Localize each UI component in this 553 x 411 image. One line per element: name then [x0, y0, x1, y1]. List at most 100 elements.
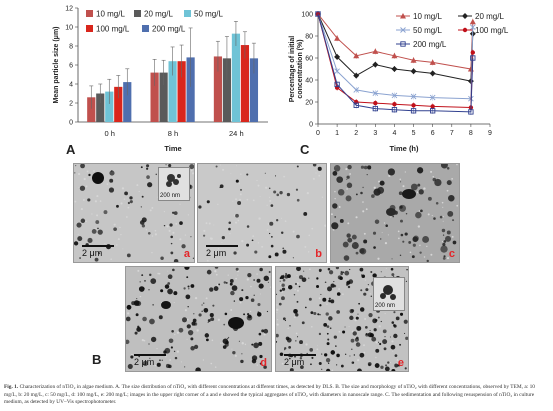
series-line [317, 13, 474, 113]
scale-bar: 2 μm [82, 245, 114, 258]
bar-chart-svg: 0 2 4 6 8 10 12 Mean particle size (μm) Time 0 h 8… [53, 6, 268, 153]
figure-caption: Fig. 1. Characterization of nTiO₂ in alg… [4, 384, 549, 407]
panel-b-letter: B [92, 352, 102, 367]
data-point [469, 18, 476, 25]
y-tick-label: 100 [301, 12, 313, 19]
y-axis-label: Percentage of initialconcentration (%) [289, 36, 304, 103]
y-tick-label: 6 [69, 63, 73, 70]
data-point [400, 41, 406, 47]
legend-label: 10 mg/L [413, 12, 442, 21]
legend-label: 200 mg/L [413, 40, 447, 49]
y-tick-label: 12 [65, 6, 73, 13]
legend-label: 100 mg/L [96, 25, 130, 34]
x-tick-label: 0 [316, 130, 320, 137]
x-tick-label: 7 [450, 130, 454, 137]
x-tick-label: 9 [488, 130, 492, 137]
bar [96, 93, 105, 122]
bar [87, 97, 96, 122]
scale-bar: 2 μm [134, 354, 166, 367]
x-tick-label: 3 [373, 130, 377, 137]
data-point [430, 104, 435, 109]
data-point [372, 48, 379, 54]
data-point [373, 100, 378, 106]
bar [177, 61, 186, 122]
data-point [353, 87, 360, 93]
bar [105, 91, 114, 122]
x-tick-label: 8 h [168, 129, 178, 138]
data-point [411, 103, 416, 108]
tem-letter-d: d [260, 357, 267, 369]
legend-label: 20 mg/L [144, 10, 173, 19]
tem-image-d: 2 μm d [125, 266, 272, 372]
tem-inset-a: 200 nm [158, 167, 190, 201]
y-tick-label: 20 [305, 100, 313, 107]
x-tick-label: 6 [431, 130, 435, 137]
data-point [334, 68, 340, 75]
data-point [468, 109, 474, 115]
legend-label: 50 mg/L [413, 26, 442, 35]
tem-image-a: 200 nm 2 μm a [73, 163, 195, 263]
legend-label: 100 mg/L [475, 26, 509, 35]
data-point [410, 108, 417, 114]
bar [186, 57, 195, 122]
legend-swatch [86, 25, 93, 32]
legend-swatch [86, 10, 93, 17]
data-point [462, 13, 468, 19]
data-point [372, 90, 379, 97]
data-point [353, 102, 359, 108]
panel-c-line-chart: 0 20 40 60 80 100 0 1 2 3 4 5 6 7 8 9 Time (h) Percentage… [282, 0, 553, 160]
tem-inset-e: 200 nm [373, 277, 405, 311]
tem-letter-b: b [315, 248, 322, 260]
legend-swatch [134, 10, 141, 17]
y-axis-label: Mean particle size (μm) [53, 26, 60, 103]
data-point [353, 52, 360, 59]
data-point [462, 27, 468, 33]
caption-lead: Fig. 1. [4, 384, 19, 390]
caption-text: Characterization of nTiO₂ in algae mediu… [4, 384, 535, 405]
scale-bar: 2 μm [206, 245, 238, 258]
line-chart-svg: 0 20 40 60 80 100 0 1 2 3 4 5 6 7 8 9 Time (h) Percentage… [289, 11, 509, 153]
y-tick-label: 10 [65, 25, 73, 32]
y-tick-label: 0 [309, 122, 313, 129]
tem-letter-e: e [397, 357, 404, 369]
x-axis-label: Time (h) [389, 144, 419, 153]
bar [231, 33, 241, 122]
data-point [372, 105, 378, 112]
tem-letter-c: c [448, 248, 455, 260]
y-tick-label: 0 [69, 120, 73, 127]
legend-swatch [184, 10, 191, 17]
legend-label: 200 mg/L [152, 25, 186, 34]
data-point [400, 27, 406, 33]
inset-scale-label: 200 nm [160, 193, 181, 199]
data-point [391, 52, 398, 59]
legend-label: 10 mg/L [96, 10, 125, 19]
data-point [430, 108, 436, 114]
tem-image-c: c [330, 163, 460, 263]
bar [249, 58, 259, 122]
bar [159, 72, 168, 122]
data-point [429, 59, 436, 65]
data-point [470, 50, 475, 55]
data-point [470, 55, 476, 61]
data-point [391, 66, 398, 72]
data-point [410, 68, 417, 75]
x-axis-label: Time [164, 144, 181, 153]
bar [168, 61, 177, 122]
x-tick-label: 8 [469, 130, 473, 137]
bar [213, 56, 223, 123]
legend-label: 50 mg/L [194, 10, 223, 19]
data-point [392, 102, 397, 107]
x-tick-label: 1 [335, 130, 339, 137]
inset-scale-label: 200 nm [375, 303, 396, 309]
bar [240, 45, 250, 122]
tem-image-e: 200 nm 2 μm e [275, 266, 409, 372]
data-point [410, 93, 417, 100]
data-point [391, 107, 398, 113]
scale-label: 2 μm [284, 357, 305, 367]
data-point [400, 13, 406, 19]
y-tick-label: 4 [69, 82, 73, 89]
data-point [391, 92, 398, 99]
data-point [315, 11, 321, 17]
tem-letter-a: a [183, 248, 190, 260]
x-tick-label: 2 [354, 130, 358, 137]
